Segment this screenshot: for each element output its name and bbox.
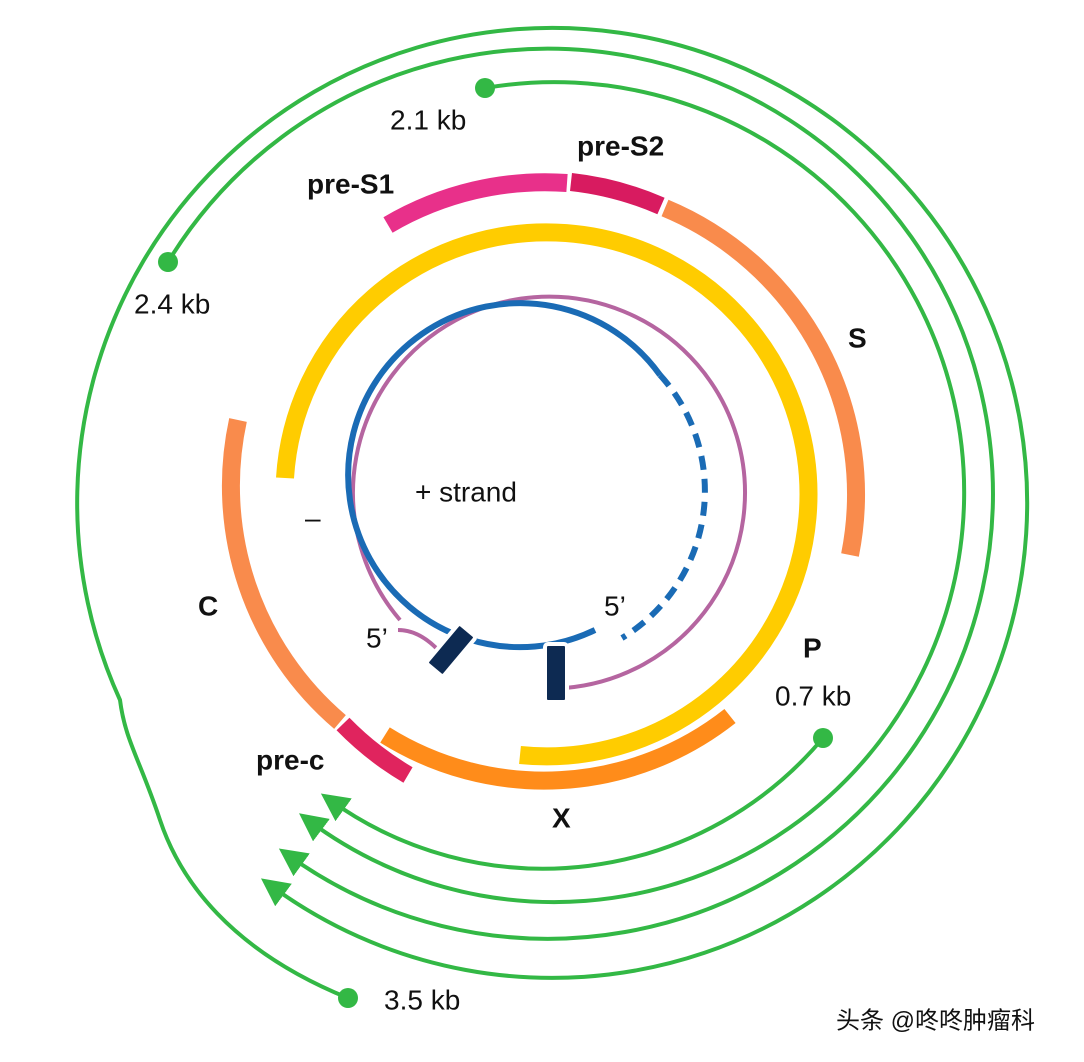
gene-pre-s2 [569,173,665,215]
gene-label: X [552,802,571,833]
strand-label: – [305,502,321,533]
transcript-3-5kb [75,25,1030,1000]
gene-label: C [198,590,218,621]
gene-pre-c [336,717,413,783]
transcript-label: 2.1 kb [390,104,466,135]
strand-end-label: 5’ [366,622,388,653]
direct-repeat [425,622,477,678]
strand-end-label: 5’ [604,590,626,621]
strand-label: + strand [415,476,517,507]
transcript-start [813,728,833,748]
gene-label: pre-S2 [577,130,664,161]
gene-label: pre-S1 [307,168,394,199]
plus-strand-gap [620,372,708,641]
transcript-label: 3.5 kb [384,984,460,1015]
gene-pre-s1 [383,173,568,233]
transcript-label: 2.4 kb [134,288,210,319]
gene-x [380,708,736,790]
direct-repeat [543,642,569,704]
transcript-start [158,252,178,272]
transcript-label: 0.7 kb [775,680,851,711]
gene-label: S [848,322,867,353]
minus-strand [350,294,747,690]
transcript-0-7kb [320,736,825,871]
gene-p [276,223,818,766]
gene-label: pre-c [256,744,324,775]
gene-s [661,199,865,557]
transcript-2-1kb [299,80,967,905]
watermark: 头条 @咚咚肿瘤科 [836,1007,1035,1034]
transcript-start [475,78,495,98]
gene-label: P [803,632,822,663]
transcript-start [338,988,358,1008]
transcript-2-4kb [166,46,995,941]
gene-c [221,418,346,729]
